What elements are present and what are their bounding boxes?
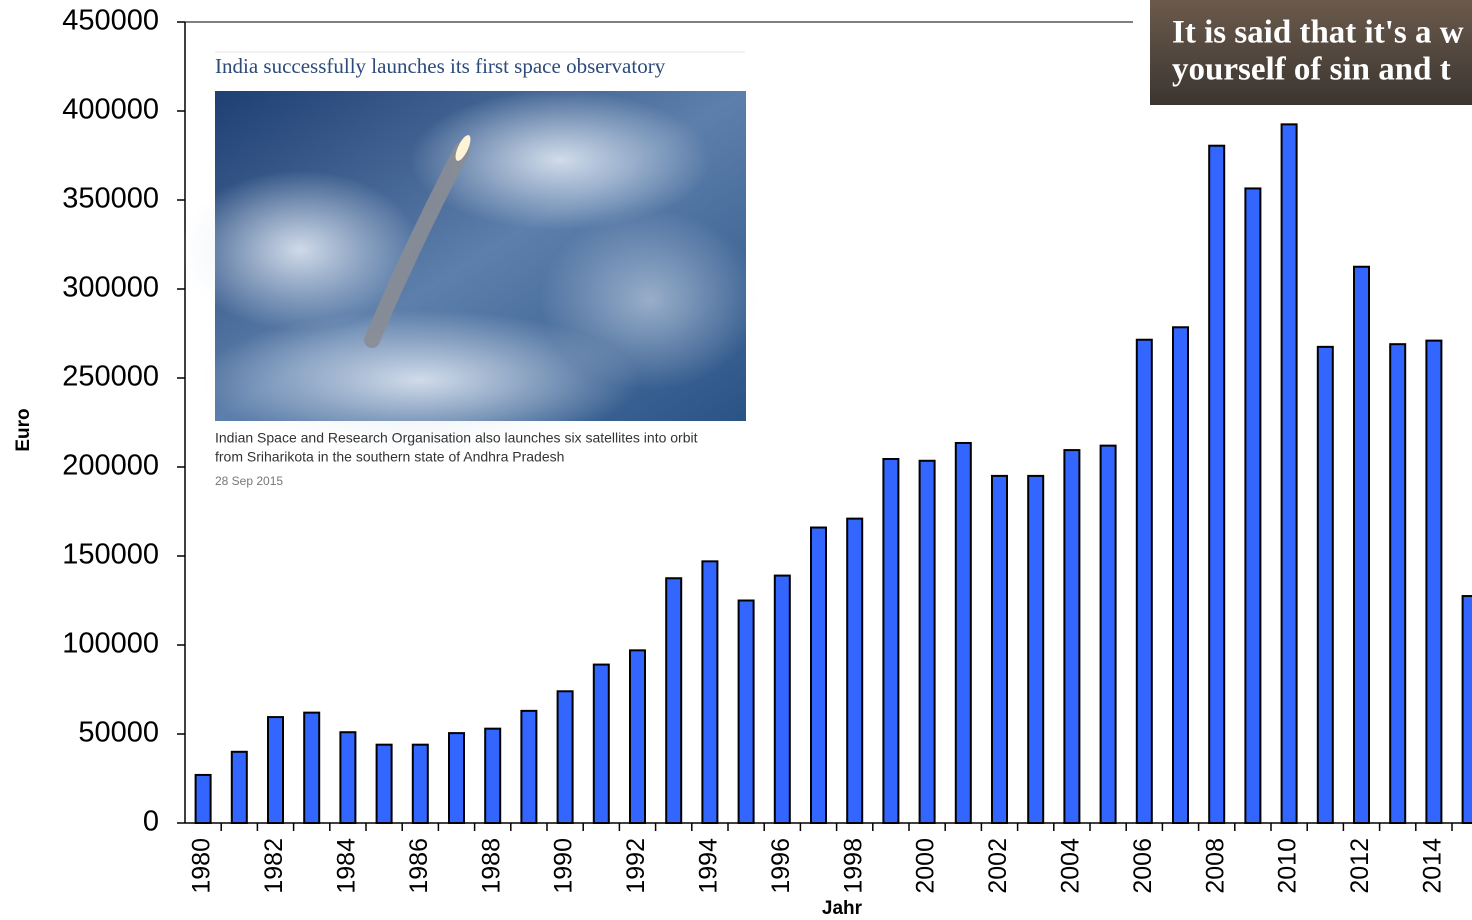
rocket-trail [364, 142, 470, 348]
cloud [540, 210, 760, 390]
bar [1353, 265, 1370, 824]
bar [773, 574, 791, 825]
x-tick-label: 2000 [912, 838, 940, 894]
bar [1425, 339, 1443, 824]
x-axis-label: Jahr [822, 898, 863, 919]
bar [1244, 187, 1262, 824]
bar [737, 599, 755, 824]
x-tick-label: 2004 [1057, 838, 1085, 894]
x-tick-label: 1996 [767, 838, 795, 894]
y-tick-label: 0 [143, 806, 159, 838]
y-tick-label: 100000 [62, 628, 159, 660]
x-tick-label: 1984 [333, 838, 361, 894]
y-tick-label: 250000 [62, 361, 159, 393]
bar [484, 727, 502, 824]
x-tick-label: 1998 [839, 838, 867, 894]
y-tick-label: 400000 [62, 94, 159, 126]
x-tick-label: 2008 [1201, 838, 1229, 894]
bar [954, 441, 972, 824]
y-tick-label: 200000 [62, 450, 159, 482]
y-tick-label: 300000 [62, 272, 159, 304]
card-caption: from Sriharikota in the southern state o… [215, 449, 564, 465]
bar [520, 709, 538, 824]
news-card: India successfully launches its first sp… [180, 48, 760, 493]
x-tick-label: 2010 [1274, 838, 1302, 894]
bar [1280, 123, 1298, 825]
bar [810, 526, 827, 825]
bar [1208, 144, 1226, 824]
x-tick-label: 1990 [550, 838, 578, 894]
bar [1135, 338, 1153, 824]
bar [1027, 474, 1045, 824]
x-tick-label: 1992 [622, 838, 650, 894]
bar [665, 577, 683, 824]
bar [701, 560, 719, 825]
bar [846, 517, 864, 824]
y-axis-label: Euro [13, 408, 34, 451]
bar [882, 457, 900, 824]
x-tick-label: 2012 [1346, 838, 1374, 894]
bar [991, 474, 1008, 824]
x-tick-label: 1994 [695, 838, 723, 894]
bar [230, 750, 248, 824]
x-tick-label: 1982 [260, 838, 288, 894]
video-caption: It is said that it's a w yourself of sin… [1150, 0, 1472, 105]
card-title: India successfully launches its first sp… [215, 54, 666, 78]
caption-line: yourself of sin and t [1172, 52, 1451, 88]
x-tick-label: 1980 [188, 838, 216, 894]
bar [629, 649, 646, 825]
y-tick-label: 150000 [62, 539, 159, 571]
x-tick-label: 1988 [477, 838, 505, 894]
cloud [200, 310, 640, 450]
bar [339, 731, 357, 824]
x-tick-label: 2002 [984, 838, 1012, 894]
bar [592, 663, 610, 825]
x-tick-label: 2014 [1419, 838, 1447, 894]
bar [375, 743, 393, 824]
bar [1316, 345, 1334, 824]
bar [411, 743, 429, 824]
card-caption: Indian Space and Research Organisation a… [215, 430, 698, 446]
bar [1389, 343, 1407, 824]
bar [1172, 326, 1189, 824]
y-tick-label: 350000 [62, 183, 159, 215]
rocket [455, 135, 471, 161]
bar [267, 716, 284, 825]
video-frame [1150, 0, 1472, 105]
caption-line: It is said that it's a w [1172, 15, 1464, 51]
bar [194, 773, 212, 825]
bar [556, 690, 574, 825]
card-date: 28 Sep 2015 [215, 474, 283, 488]
x-tick-label: 2006 [1129, 838, 1157, 894]
cloud [180, 170, 420, 330]
bar [918, 459, 936, 824]
bar [448, 732, 465, 824]
x-tick-label: 1986 [405, 838, 433, 894]
bar [1063, 449, 1081, 824]
plot-area: 0 50000 100000 150000 200000 250000 300000 3500… [62, 5, 1472, 894]
cloud [410, 90, 710, 230]
bar [1461, 595, 1472, 824]
bar [303, 711, 321, 825]
bar [1099, 444, 1117, 824]
y-tick-label: 450000 [62, 5, 159, 37]
y-tick-label: 50000 [78, 717, 159, 749]
